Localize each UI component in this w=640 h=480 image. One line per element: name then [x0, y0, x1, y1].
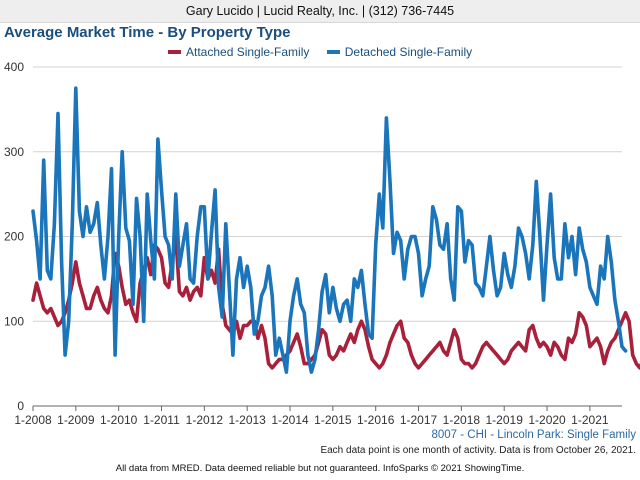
- legend-swatch-detached: [326, 49, 340, 54]
- x-tick-label-7: 1-2015: [314, 413, 352, 427]
- x-tick-label-13: 1-2021: [571, 413, 609, 427]
- y-tick-label-200: 200: [4, 230, 24, 244]
- chart-subtitle: 8007 - CHI - Lincoln Park: Single Family: [431, 429, 636, 441]
- legend-label-detached: Detached Single-Family: [344, 45, 473, 59]
- x-tick-label-11: 1-2019: [486, 413, 524, 427]
- header-text: Gary Lucido | Lucid Realty, Inc. | (312)…: [185, 4, 455, 18]
- header-bar: [0, 0, 640, 23]
- x-tick-label-6: 1-2014: [271, 413, 309, 427]
- x-tick-label-3: 1-2011: [143, 413, 180, 427]
- x-tick-label-1: 1-2009: [57, 413, 95, 427]
- legend-swatch-attached: [168, 49, 181, 54]
- x-tick-label-5: 1-2013: [228, 413, 266, 427]
- legend-item-attached[interactable]: Attached Single-Family: [168, 45, 309, 59]
- series-line-detached: [31, 86, 628, 374]
- x-tick-label-4: 1-2012: [186, 413, 224, 427]
- legend: Attached Single-Family Detached Single-F…: [168, 45, 486, 59]
- y-tick-label-0: 0: [17, 399, 24, 413]
- line-chart: 0 100 200 300 400 1-2008 1-2009 1-2010 1-2011 1-2…: [4, 60, 640, 427]
- legend-item-detached[interactable]: Detached Single-Family: [326, 45, 473, 59]
- x-tick-label-8: 1-2016: [357, 413, 395, 427]
- x-tick-label-0: 1-2008: [14, 413, 52, 427]
- x-tick-label-10: 1-2018: [443, 413, 481, 427]
- data-note: Each data point is one month of activity…: [320, 445, 636, 456]
- x-tick-label-9: 1-2017: [400, 413, 438, 427]
- x-tick-label-2: 1-2010: [100, 413, 138, 427]
- legend-label-attached: Attached Single-Family: [186, 45, 310, 59]
- series-line-attached: [31, 234, 640, 370]
- y-tick-label-300: 300: [4, 145, 24, 159]
- x-tick-label-12: 1-2020: [528, 413, 566, 427]
- y-tick-label-100: 100: [4, 314, 24, 328]
- y-tick-label-400: 400: [4, 60, 24, 74]
- footer-disclaimer: All data from MRED. Data deemed reliable…: [115, 463, 525, 474]
- chart-title: Average Market Time - By Property Type: [4, 24, 291, 41]
